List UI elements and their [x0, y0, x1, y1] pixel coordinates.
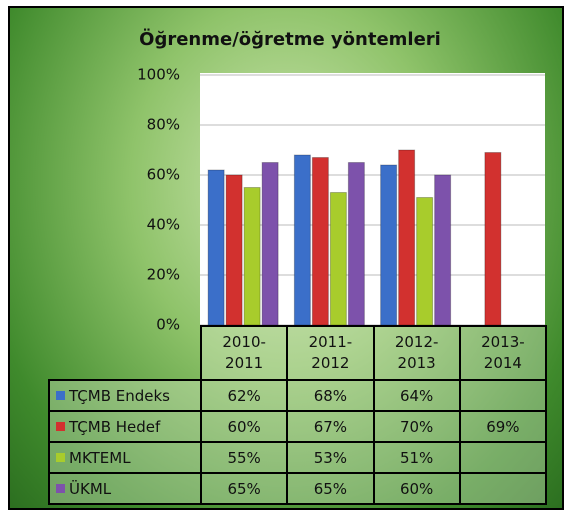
bar [484, 152, 502, 326]
x-tick-label: 2012-2013 [394, 333, 439, 372]
y-tick-label: 80% [147, 116, 180, 134]
data-label: 60% [227, 417, 261, 436]
legend-label: ÜKML [69, 479, 112, 498]
legend-cell: ÜKML [48, 472, 202, 505]
bar [398, 149, 416, 326]
data-label: 55% [227, 448, 261, 467]
table-cell: 67% [286, 410, 375, 443]
table-cell: 65% [200, 472, 289, 505]
legend-swatch [56, 484, 65, 493]
table-cell: 62% [200, 379, 289, 412]
data-label: 62% [227, 386, 261, 405]
legend-cell: MKTEML [48, 441, 202, 474]
y-tick-label: 0% [156, 316, 180, 334]
table-header-cell: 2010-2011 [200, 325, 289, 381]
bar [293, 154, 311, 326]
table-cell: 69% [458, 410, 547, 443]
legend-swatch [56, 391, 65, 400]
table-cell: 53% [286, 441, 375, 474]
y-tick-label: 100% [137, 66, 180, 84]
data-label: 53% [313, 448, 348, 467]
table-cell [458, 379, 547, 412]
table-cell: 51% [372, 441, 461, 474]
table-cell: 70% [372, 410, 461, 443]
data-label: 68% [313, 386, 348, 405]
bar [243, 187, 261, 326]
legend-label: TÇMB Endeks [69, 386, 170, 405]
legend-label: MKTEML [69, 448, 131, 467]
y-tick-label: 40% [147, 216, 180, 234]
data-label: 67% [313, 417, 348, 436]
table-cell: 60% [200, 410, 289, 443]
x-tick-label: 2011-2012 [308, 333, 353, 372]
bar [329, 192, 347, 326]
bar [434, 174, 452, 326]
bar [225, 174, 243, 326]
table-cell [458, 472, 547, 505]
table-cell: 55% [200, 441, 289, 474]
table-header-cell: 2011-2012 [286, 325, 375, 381]
table-cell [458, 441, 547, 474]
legend-swatch [56, 422, 65, 431]
x-tick-label: 2010-2011 [222, 333, 266, 372]
data-label: 70% [399, 417, 434, 436]
table-header-cell: 2012-2013 [372, 325, 461, 381]
table-cell: 64% [372, 379, 461, 412]
chart-title: Öğrenme/öğretme yöntemleri [139, 28, 441, 50]
bar [311, 157, 329, 326]
data-label: 51% [399, 448, 434, 467]
table-header-cell: 2013-2014 [458, 325, 547, 381]
legend-cell: TÇMB Endeks [48, 379, 202, 412]
bar [261, 162, 279, 326]
table-cell: 65% [286, 472, 375, 505]
table-cell: 68% [286, 379, 375, 412]
y-tick-label: 60% [147, 166, 180, 184]
bar [347, 162, 365, 326]
bar [207, 169, 225, 326]
data-label: 69% [486, 417, 520, 436]
data-label: 60% [399, 479, 434, 498]
table-cell: 60% [372, 472, 461, 505]
y-tick-label: 20% [147, 266, 180, 284]
legend-cell: TÇMB Hedef [48, 410, 202, 443]
data-label: 65% [313, 479, 348, 498]
bar [416, 197, 434, 326]
x-tick-label: 2013-2014 [481, 333, 525, 372]
data-label: 64% [399, 386, 434, 405]
legend-swatch [56, 453, 65, 462]
legend-label: TÇMB Hedef [69, 417, 161, 436]
data-label: 65% [227, 479, 261, 498]
bar [380, 164, 398, 326]
